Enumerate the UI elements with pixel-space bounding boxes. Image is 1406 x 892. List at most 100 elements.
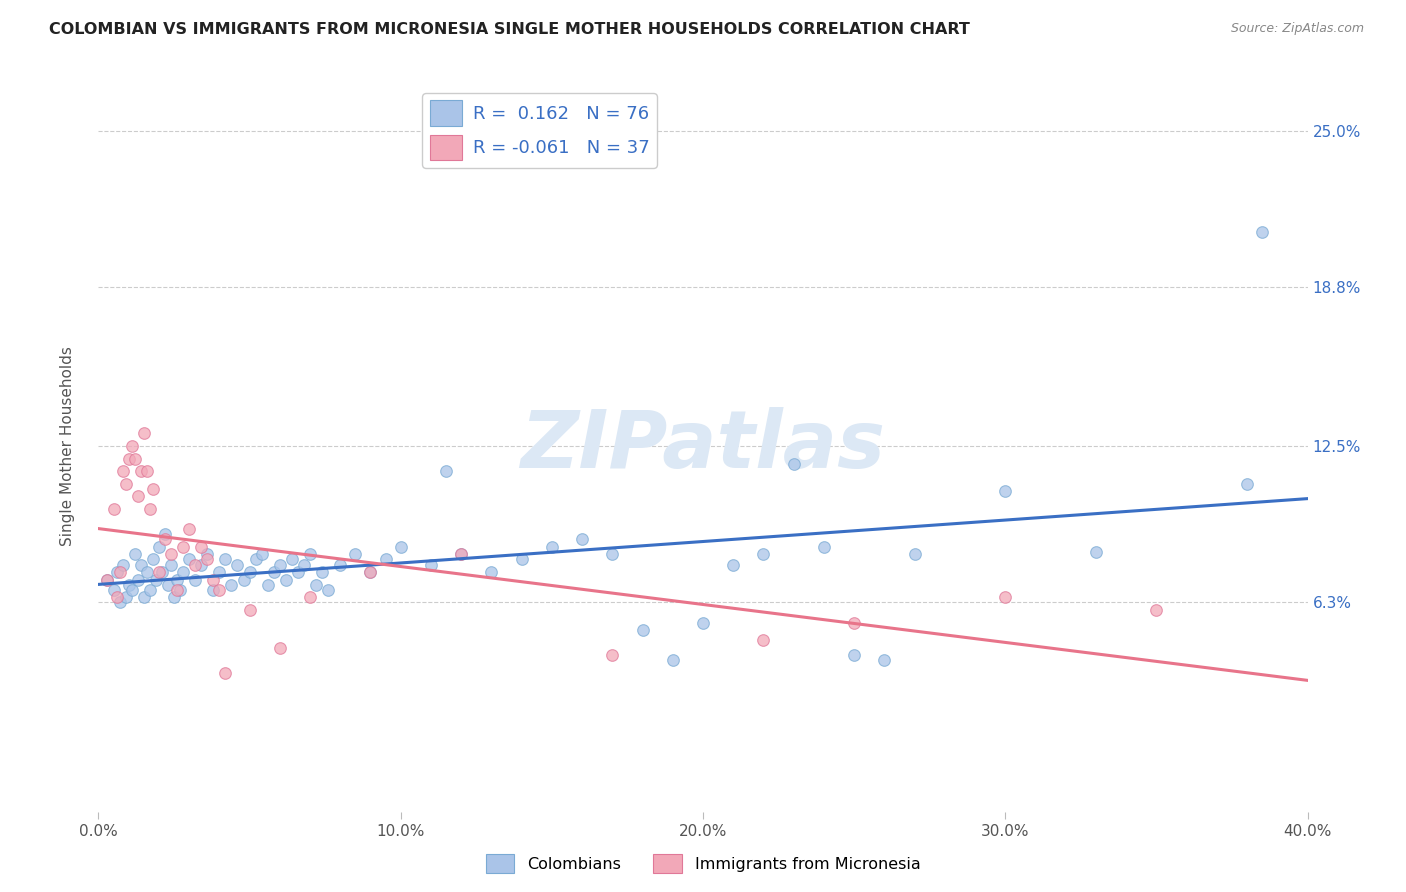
- Point: [153, 527, 176, 541]
- Point: [752, 633, 775, 648]
- Point: [692, 615, 714, 630]
- Point: [202, 582, 225, 597]
- Point: [96, 573, 118, 587]
- Legend: Colombians, Immigrants from Micronesia: Colombians, Immigrants from Micronesia: [479, 847, 927, 880]
- Point: [135, 565, 157, 579]
- Point: [135, 464, 157, 478]
- Point: [129, 558, 152, 572]
- Point: [132, 426, 155, 441]
- Point: [139, 502, 162, 516]
- Point: [239, 603, 262, 617]
- Point: [311, 565, 333, 579]
- Point: [195, 548, 218, 562]
- Point: [269, 640, 291, 655]
- Point: [114, 591, 136, 605]
- Point: [250, 548, 273, 562]
- Point: [184, 573, 207, 587]
- Point: [214, 552, 236, 566]
- Point: [166, 573, 188, 587]
- Point: [214, 665, 236, 680]
- Point: [256, 578, 278, 592]
- Point: [195, 552, 218, 566]
- Point: [172, 565, 194, 579]
- Point: [139, 582, 162, 597]
- Point: [202, 573, 225, 587]
- Point: [602, 648, 624, 663]
- Point: [299, 548, 322, 562]
- Point: [103, 582, 125, 597]
- Point: [239, 565, 262, 579]
- Point: [127, 490, 149, 504]
- Point: [118, 451, 141, 466]
- Point: [299, 591, 322, 605]
- Point: [263, 565, 285, 579]
- Point: [142, 482, 165, 496]
- Point: [844, 615, 866, 630]
- Point: [813, 540, 835, 554]
- Point: [114, 476, 136, 491]
- Point: [163, 591, 186, 605]
- Point: [129, 464, 152, 478]
- Point: [994, 484, 1017, 499]
- Point: [145, 573, 167, 587]
- Point: [226, 558, 249, 572]
- Text: COLOMBIAN VS IMMIGRANTS FROM MICRONESIA SINGLE MOTHER HOUSEHOLDS CORRELATION CHA: COLOMBIAN VS IMMIGRANTS FROM MICRONESIA …: [49, 22, 970, 37]
- Point: [96, 573, 118, 587]
- Point: [148, 540, 170, 554]
- Point: [274, 573, 297, 587]
- Point: [179, 552, 201, 566]
- Point: [111, 464, 134, 478]
- Point: [360, 565, 382, 579]
- Point: [105, 565, 128, 579]
- Point: [752, 548, 775, 562]
- Y-axis label: Single Mother Households: Single Mother Households: [60, 346, 75, 546]
- Point: [434, 464, 457, 478]
- Point: [269, 558, 291, 572]
- Point: [571, 533, 593, 547]
- Point: [156, 578, 179, 592]
- Point: [510, 552, 533, 566]
- Point: [208, 582, 231, 597]
- Point: [994, 591, 1017, 605]
- Point: [316, 582, 339, 597]
- Point: [374, 552, 396, 566]
- Point: [150, 565, 173, 579]
- Point: [121, 439, 143, 453]
- Point: [172, 540, 194, 554]
- Point: [1236, 476, 1258, 491]
- Point: [1251, 225, 1274, 239]
- Point: [873, 653, 896, 667]
- Point: [305, 578, 328, 592]
- Point: [184, 558, 207, 572]
- Point: [450, 548, 472, 562]
- Point: [118, 578, 141, 592]
- Point: [281, 552, 304, 566]
- Point: [148, 565, 170, 579]
- Legend: R =  0.162   N = 76, R = -0.061   N = 37: R = 0.162 N = 76, R = -0.061 N = 37: [422, 93, 657, 168]
- Point: [121, 582, 143, 597]
- Point: [1144, 603, 1167, 617]
- Point: [287, 565, 309, 579]
- Point: [245, 552, 267, 566]
- Text: Source: ZipAtlas.com: Source: ZipAtlas.com: [1230, 22, 1364, 36]
- Point: [132, 591, 155, 605]
- Point: [540, 540, 562, 554]
- Point: [169, 582, 191, 597]
- Point: [179, 522, 201, 536]
- Point: [166, 582, 188, 597]
- Point: [344, 548, 367, 562]
- Point: [103, 502, 125, 516]
- Point: [160, 548, 183, 562]
- Point: [329, 558, 352, 572]
- Point: [124, 451, 146, 466]
- Point: [124, 548, 146, 562]
- Point: [389, 540, 412, 554]
- Point: [1085, 545, 1108, 559]
- Point: [190, 540, 212, 554]
- Point: [108, 565, 131, 579]
- Point: [661, 653, 683, 667]
- Point: [108, 595, 131, 609]
- Point: [142, 552, 165, 566]
- Point: [783, 457, 806, 471]
- Point: [904, 548, 927, 562]
